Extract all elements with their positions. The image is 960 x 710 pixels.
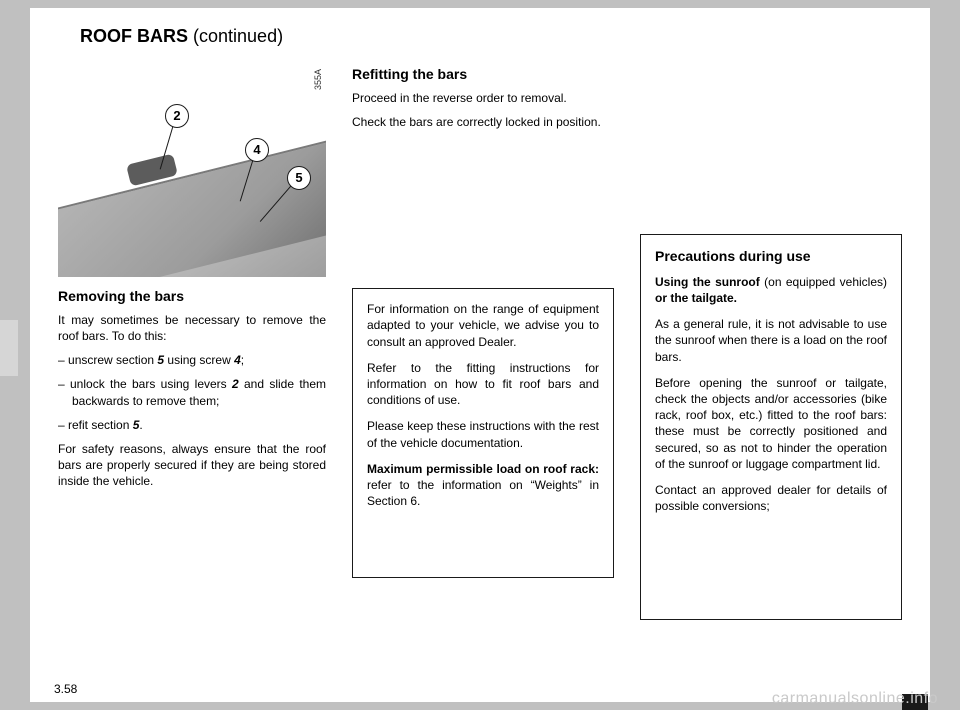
thumb-tab: [0, 320, 18, 376]
column-3: Precautions during use Using the sunroof…: [640, 59, 902, 620]
info-equip-p3: Please keep these instructions with the …: [367, 418, 599, 450]
precaution-p3: Before opening the sunroof or tailgate, …: [655, 375, 887, 472]
manual-page: ROOF BARS (continued) 355A 2 45 Removing …: [30, 8, 930, 702]
heading-removing: Removing the bars: [58, 287, 326, 306]
figure-roof-bars: 355A 2 45: [58, 59, 326, 277]
removing-step-1: unscrew section 5 using screw 4;: [58, 352, 326, 368]
refit-p1: Proceed in the reverse order to removal.: [352, 90, 614, 106]
refit-p2: Check the bars are correctly locked in p…: [352, 114, 614, 130]
precaution-p1: Using the sunroof (on equipped vehicles)…: [655, 274, 887, 306]
column-1: 355A 2 45 Removing the bars It may someti…: [58, 59, 326, 620]
precaution-p4: Contact an approved dealer for details o…: [655, 482, 887, 514]
column-2: Refitting the bars Proceed in the revers…: [352, 59, 614, 620]
figure-code: 355A: [312, 69, 324, 90]
precaution-p2: As a general rule, it is not advisable t…: [655, 316, 887, 365]
content-columns: 355A 2 45 Removing the bars It may someti…: [58, 59, 902, 620]
watermark-text: carmanualsonline.info: [772, 690, 938, 708]
heading-precautions: Precautions during use: [655, 247, 887, 266]
heading-refitting: Refitting the bars: [352, 65, 614, 84]
removing-safety: For safety reasons, always ensure that t…: [58, 441, 326, 490]
info-equip-p4: Maximum permissible load on roof rack: r…: [367, 461, 599, 510]
removing-intro: It may sometimes be necessary to remove …: [58, 312, 326, 344]
info-box-equipment: For information on the range of equipmen…: [352, 288, 614, 578]
title-main: ROOF BARS: [80, 26, 188, 46]
page-number: 3.58: [54, 682, 77, 696]
callout-circle-5: 5: [287, 166, 311, 190]
callout-circle-2: 2: [165, 104, 189, 128]
removing-step-3: refit section 5.: [58, 417, 326, 433]
title-suffix: (continued): [193, 26, 283, 46]
info-equip-p2: Refer to the fitting instructions for in…: [367, 360, 599, 409]
info-equip-p1: For information on the range of equipmen…: [367, 301, 599, 350]
callout-circle-4: 4: [245, 138, 269, 162]
removing-step-2: unlock the bars using levers 2 and slide…: [58, 376, 326, 408]
info-box-precautions: Precautions during use Using the sunroof…: [640, 234, 902, 620]
page-title: ROOF BARS (continued): [80, 26, 902, 47]
